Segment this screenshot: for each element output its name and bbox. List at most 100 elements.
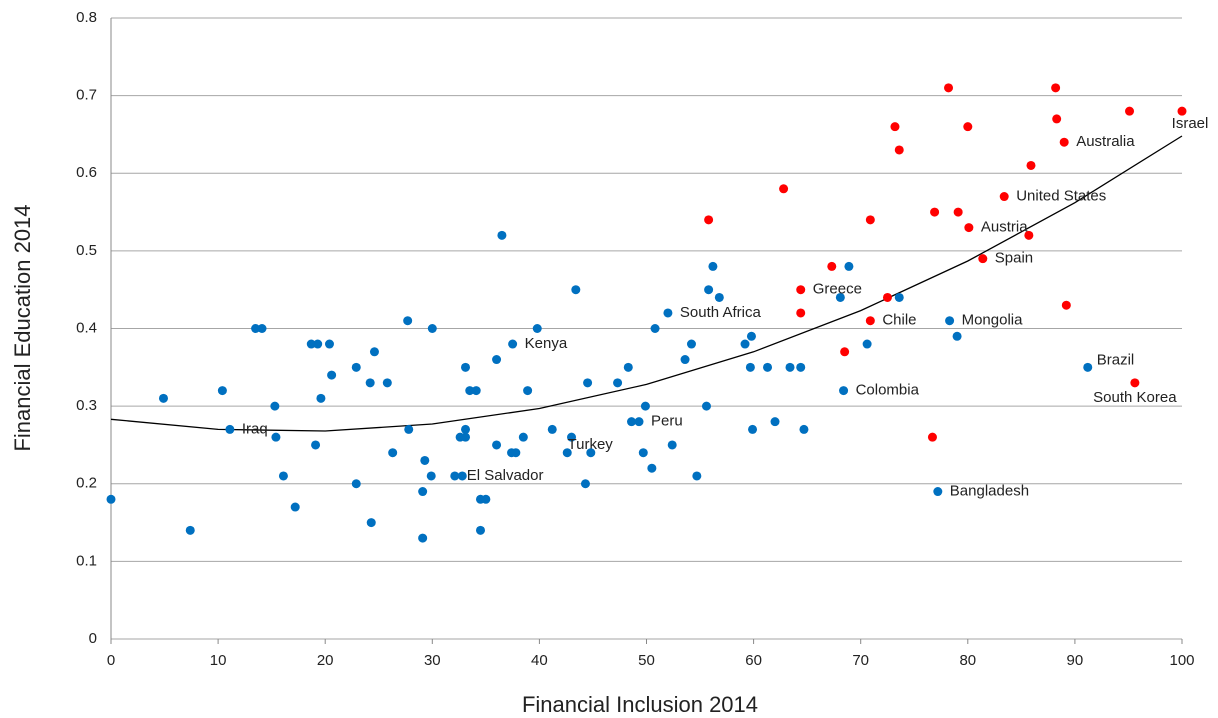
- point: [427, 324, 437, 333]
- point: [418, 487, 428, 497]
- point: [492, 440, 502, 450]
- point: [667, 440, 677, 450]
- point: [952, 331, 962, 341]
- point: [547, 424, 557, 434]
- y-tick-label: 0.5: [76, 242, 97, 259]
- x-tick-label: 10: [210, 652, 227, 669]
- point: [714, 292, 724, 302]
- point: [365, 378, 375, 388]
- x-tick-label: 20: [317, 652, 334, 669]
- point: [382, 378, 392, 388]
- point: [640, 401, 650, 411]
- point: [680, 355, 690, 365]
- y-tick-label: 0.1: [76, 552, 97, 569]
- y-tick-label: 0.8: [76, 9, 97, 26]
- point: [492, 355, 502, 365]
- point: [562, 448, 572, 458]
- point: [844, 261, 854, 271]
- point: [865, 215, 875, 225]
- point: [511, 448, 521, 458]
- point: [945, 316, 955, 326]
- point: [613, 378, 623, 388]
- x-tick-label: 70: [852, 652, 869, 669]
- point-label: Colombia: [856, 382, 920, 399]
- point: [369, 347, 379, 357]
- y-tick-label: 0.7: [76, 87, 97, 104]
- point: [426, 471, 436, 481]
- point: [351, 479, 361, 489]
- point: [327, 370, 337, 380]
- point: [567, 432, 577, 442]
- point-label: South Africa: [680, 304, 762, 321]
- x-tick-label: 90: [1067, 652, 1084, 669]
- point-label: Brazil: [1097, 351, 1135, 368]
- point: [740, 339, 750, 349]
- point: [457, 471, 467, 481]
- point: [999, 192, 1009, 202]
- point-label: Chile: [882, 312, 916, 329]
- y-tick-label: 0: [89, 630, 97, 647]
- point: [306, 339, 316, 349]
- point: [324, 339, 334, 349]
- x-tick-label: 50: [638, 652, 655, 669]
- point: [796, 285, 806, 295]
- point: [882, 292, 892, 302]
- point: [835, 292, 845, 302]
- point-label: El Salvador: [467, 467, 544, 484]
- point: [1083, 362, 1093, 372]
- point: [799, 424, 809, 434]
- x-tick-label: 100: [1169, 652, 1194, 669]
- point: [316, 393, 326, 403]
- point: [638, 448, 648, 458]
- point: [978, 254, 988, 264]
- point: [650, 324, 660, 333]
- point: [770, 417, 780, 427]
- point: [583, 378, 593, 388]
- point: [944, 83, 954, 93]
- point-label: Peru: [651, 413, 683, 430]
- point: [481, 494, 491, 504]
- point: [894, 292, 904, 302]
- x-axis-title: Financial Inclusion 2014: [522, 692, 758, 717]
- point: [571, 285, 581, 295]
- point: [745, 362, 755, 372]
- point: [270, 401, 280, 411]
- point: [217, 386, 227, 396]
- point: [692, 471, 702, 481]
- point: [1051, 83, 1061, 93]
- point: [403, 316, 413, 326]
- x-tick-label: 40: [531, 652, 548, 669]
- point: [839, 386, 849, 396]
- point: [366, 518, 376, 528]
- point: [862, 339, 872, 349]
- point: [763, 362, 773, 372]
- point: [351, 362, 361, 372]
- point: [461, 432, 471, 442]
- point: [290, 502, 300, 512]
- point: [1059, 137, 1069, 147]
- point: [785, 362, 795, 372]
- point: [663, 308, 673, 318]
- point: [647, 463, 657, 473]
- point: [704, 285, 714, 295]
- point: [748, 424, 758, 434]
- point: [271, 432, 281, 442]
- point: [388, 448, 398, 458]
- point: [518, 432, 528, 442]
- y-tick-label: 0.6: [76, 164, 97, 181]
- point: [1026, 160, 1036, 170]
- point: [708, 261, 718, 271]
- point: [634, 417, 644, 427]
- point-label: United States: [1016, 188, 1106, 205]
- point: [251, 324, 261, 333]
- y-axis-title: Financial Education 2014: [10, 204, 35, 451]
- point: [311, 440, 321, 450]
- point-label: Austria: [981, 219, 1028, 236]
- point: [779, 184, 789, 194]
- point: [746, 331, 756, 341]
- point: [465, 386, 475, 396]
- x-tick-label: 30: [424, 652, 441, 669]
- point: [840, 347, 850, 357]
- point: [865, 316, 875, 326]
